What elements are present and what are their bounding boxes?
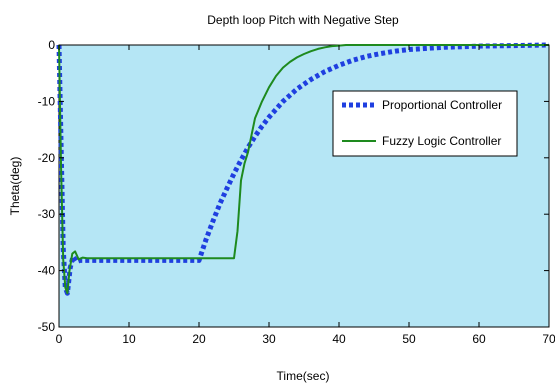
x-axis-label: Time(sec) — [277, 369, 330, 383]
y-tick-label: 0 — [48, 38, 55, 52]
chart-title: Depth loop Pitch with Negative Step — [207, 13, 399, 27]
y-axis-label: Theta(deg) — [8, 157, 22, 216]
legend: Proportional Controller Fuzzy Logic Cont… — [332, 90, 518, 157]
series-layer — [56, 42, 550, 296]
plot-area — [58, 44, 550, 328]
series-line-1 — [58, 44, 549, 295]
y-tick-label: -20 — [38, 151, 56, 165]
x-tick-label: 10 — [122, 332, 136, 346]
y-tick-label: -10 — [38, 94, 56, 108]
x-tick-label: 60 — [472, 332, 486, 346]
x-tick-label: 20 — [192, 332, 206, 346]
legend-label-proportional: Proportional Controller — [382, 98, 502, 112]
y-tick-label: -50 — [38, 320, 56, 334]
tick-layer: 0 10 20 30 40 50 60 70 0 -10 -20 -30 -40 -50 — [38, 38, 555, 346]
x-tick-label: 40 — [332, 332, 346, 346]
y-tick-label: -40 — [38, 264, 56, 278]
legend-box — [332, 90, 518, 157]
x-tick-label: 0 — [56, 332, 63, 346]
legend-label-fuzzy: Fuzzy Logic Controller — [382, 134, 501, 148]
x-tick-label: 30 — [262, 332, 276, 346]
y-tick-label: -30 — [38, 207, 56, 221]
x-tick-label: 70 — [542, 332, 555, 346]
x-tick-label: 50 — [402, 332, 416, 346]
